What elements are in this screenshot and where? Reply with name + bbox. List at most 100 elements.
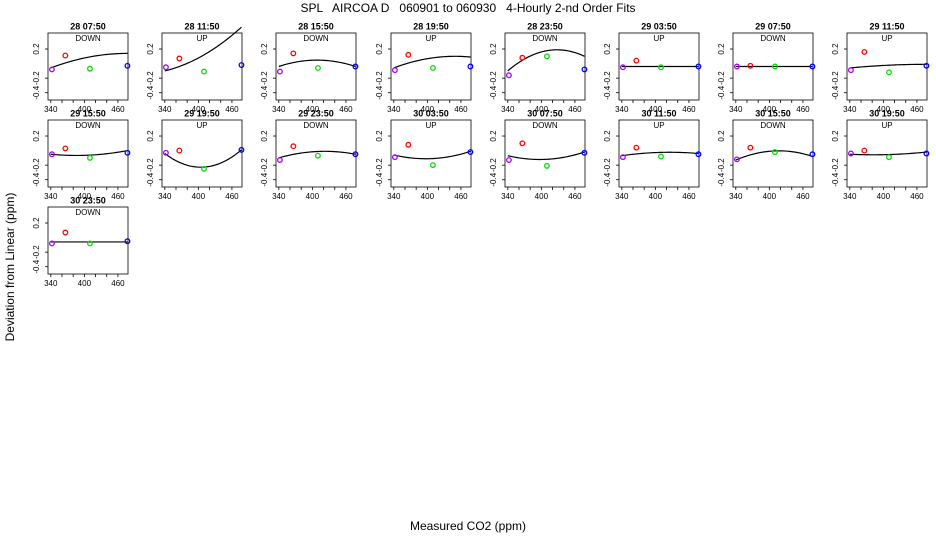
x-tick-label: 400 xyxy=(78,192,92,201)
panel-frame xyxy=(504,32,586,101)
x-tick-label: 460 xyxy=(225,105,239,114)
data-point-red xyxy=(290,50,297,57)
x-tick-label: 340 xyxy=(44,279,58,288)
panel-frame xyxy=(47,32,129,101)
data-point-green xyxy=(201,165,207,172)
panel-subtitle: UP xyxy=(196,121,207,130)
x-tick-label: 340 xyxy=(729,192,743,201)
data-point-blue xyxy=(923,150,930,157)
data-point-blue xyxy=(923,62,930,69)
y-tick-label: -0.4 xyxy=(146,85,155,99)
data-point-red xyxy=(176,147,183,154)
data-point-green xyxy=(886,154,892,161)
x-tick-label: 340 xyxy=(387,105,401,114)
panel-subtitle: UP xyxy=(196,34,207,43)
panel-title: 29 19:50 xyxy=(184,109,220,119)
data-point-blue xyxy=(467,149,474,155)
y-tick-label: -0.4 xyxy=(831,85,840,99)
data-point-purple xyxy=(619,64,626,71)
y-tick-label: -0.2 xyxy=(32,158,41,172)
data-point-purple xyxy=(48,151,55,158)
panel-title: 28 15:50 xyxy=(298,22,334,32)
x-tick-label: 460 xyxy=(910,105,924,114)
x-tick-label: 400 xyxy=(877,192,891,201)
x-tick-label: 460 xyxy=(796,192,810,201)
data-point-blue xyxy=(352,151,359,158)
data-point-green xyxy=(87,65,93,72)
data-point-red xyxy=(861,48,868,55)
panel-subtitle: DOWN xyxy=(303,121,329,130)
x-tick-label: 400 xyxy=(649,105,663,114)
data-point-green xyxy=(544,53,550,60)
data-point-purple xyxy=(733,63,740,70)
x-tick-label: 340 xyxy=(158,192,172,201)
panel-subtitle: DOWN xyxy=(303,34,329,43)
data-point-green xyxy=(886,69,892,76)
x-tick-label: 460 xyxy=(454,192,468,201)
panel-title: 30 15:50 xyxy=(755,109,791,119)
y-tick-label: -0.4 xyxy=(489,85,498,99)
x-tick-label: 460 xyxy=(682,105,696,114)
y-tick-label: -0.2 xyxy=(717,71,726,85)
panel-subtitle: UP xyxy=(653,121,664,130)
fit-curve xyxy=(735,150,813,161)
data-point-red xyxy=(62,52,69,59)
data-point-purple xyxy=(505,157,512,164)
x-tick-label: 460 xyxy=(796,105,810,114)
y-tick-label: -0.4 xyxy=(260,85,269,99)
y-tick-label: 0.2 xyxy=(717,130,726,142)
y-tick-label: -0.4 xyxy=(32,172,41,186)
data-point-red xyxy=(747,62,754,69)
x-tick-label: 340 xyxy=(615,105,629,114)
data-point-green xyxy=(544,162,550,169)
y-tick-label: 0.2 xyxy=(489,43,498,55)
y-tick-label: -0.2 xyxy=(489,158,498,172)
panel-frame xyxy=(161,119,243,188)
x-tick-label: 400 xyxy=(421,192,435,201)
x-tick-label: 460 xyxy=(111,105,125,114)
x-tick-label: 460 xyxy=(339,105,353,114)
panel-frame xyxy=(390,119,472,188)
panel-subtitle: DOWN xyxy=(532,34,558,43)
page-title: SPL AIRCOA D 060901 to 060930 4-Hourly 2… xyxy=(300,1,636,15)
y-tick-label: -0.2 xyxy=(32,245,41,259)
data-point-red xyxy=(290,143,297,150)
x-tick-label: 400 xyxy=(192,192,206,201)
y-tick-label: -0.2 xyxy=(603,71,612,85)
y-tick-label: -0.4 xyxy=(146,172,155,186)
panel-title: 30 19:50 xyxy=(869,109,905,119)
y-tick-label: -0.2 xyxy=(717,158,726,172)
x-tick-label: 400 xyxy=(78,105,92,114)
x-tick-label: 460 xyxy=(910,192,924,201)
y-tick-label: -0.4 xyxy=(32,85,41,99)
data-point-purple xyxy=(276,68,283,75)
data-point-green xyxy=(772,63,778,70)
y-tick-label: 0.2 xyxy=(375,130,384,142)
panel-frame xyxy=(732,32,814,101)
x-tick-label: 400 xyxy=(649,192,663,201)
x-tick-label: 400 xyxy=(306,105,320,114)
x-tick-label: 400 xyxy=(763,105,777,114)
data-point-blue xyxy=(581,66,588,73)
fit-curve xyxy=(164,26,242,72)
x-tick-label: 400 xyxy=(306,192,320,201)
data-point-purple xyxy=(847,150,854,157)
x-tick-label: 400 xyxy=(535,192,549,201)
panel-frame xyxy=(275,119,357,188)
x-axis-label: Measured CO2 (ppm) xyxy=(409,519,527,533)
data-point-purple xyxy=(733,156,740,163)
data-point-blue xyxy=(124,238,131,245)
panel-frame xyxy=(504,119,586,188)
x-tick-label: 460 xyxy=(454,105,468,114)
y-tick-label: -0.4 xyxy=(603,85,612,99)
panel-title: 30 07:50 xyxy=(527,109,563,119)
